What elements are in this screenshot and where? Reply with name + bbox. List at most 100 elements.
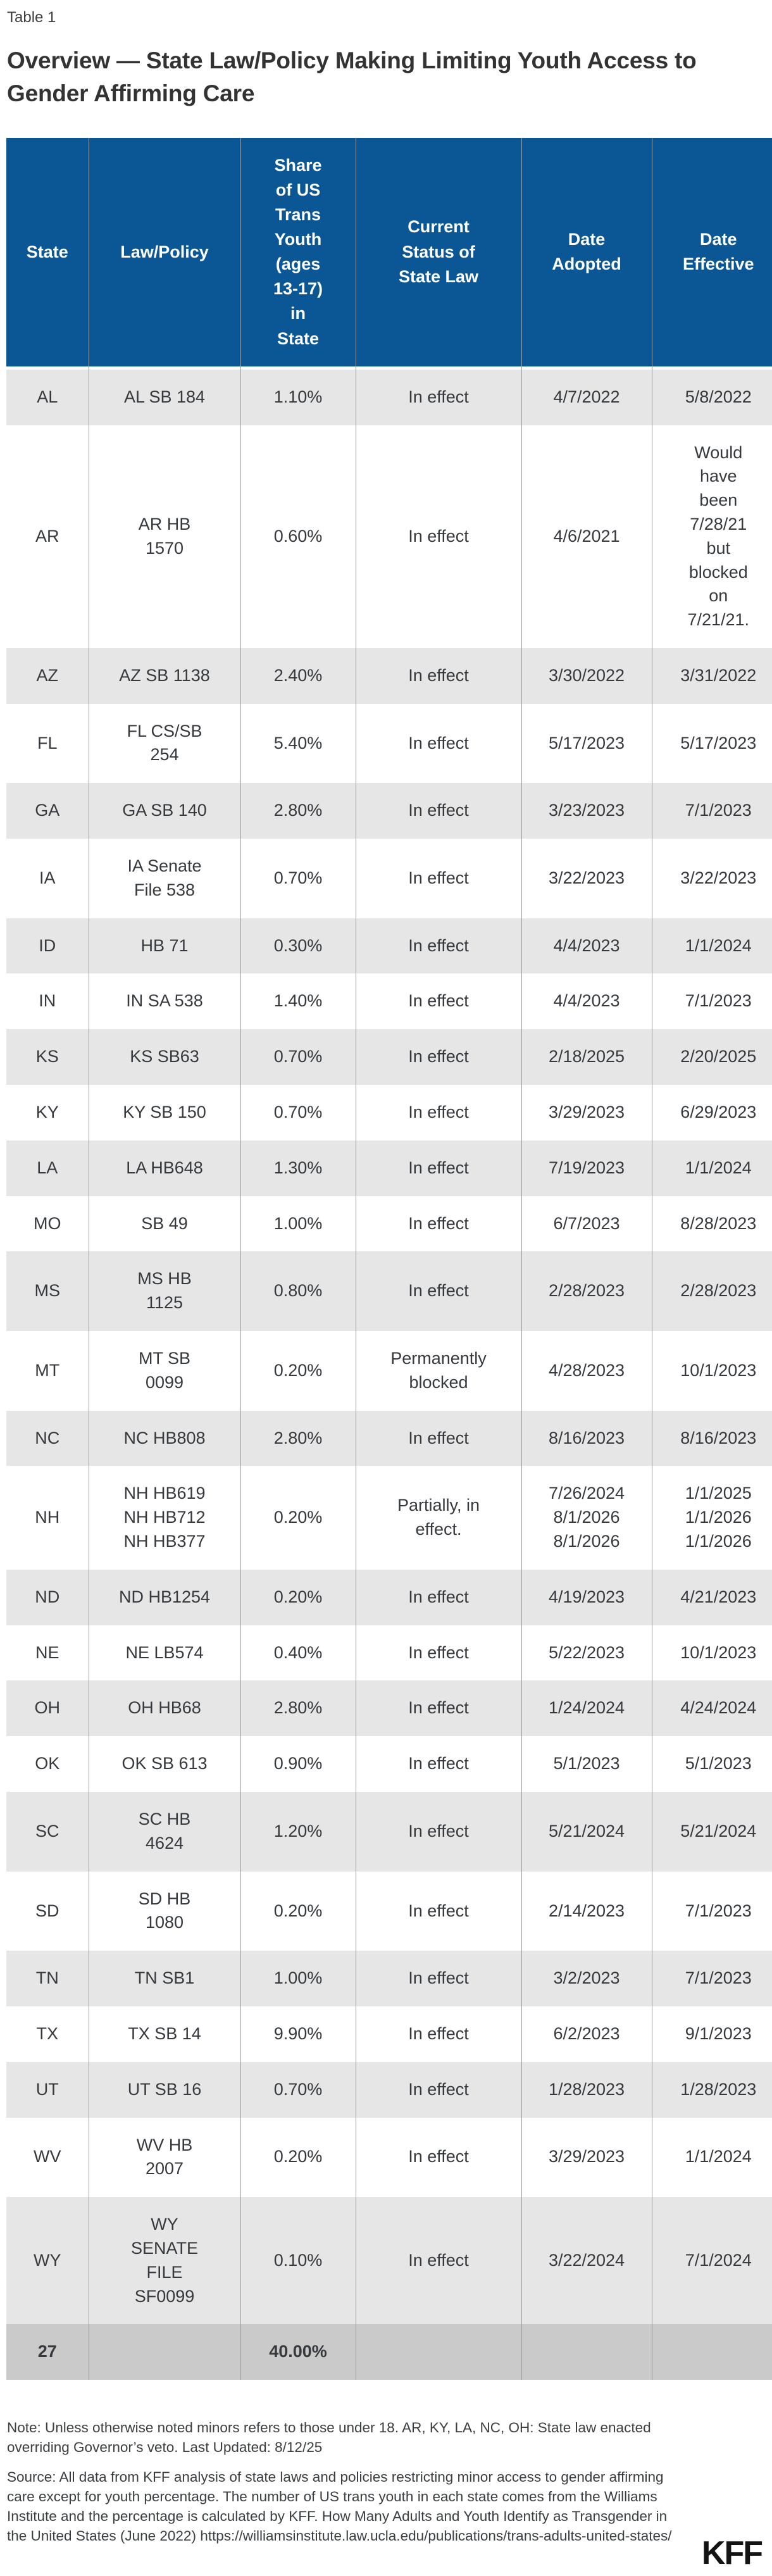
cell-law-policy: FL CS/SB 254 (89, 703, 241, 784)
cell-share: 0.80% (240, 1251, 356, 1332)
cell-date-adopted: 5/1/2023 (521, 1736, 652, 1792)
cell-date-adopted: 3/29/2023 (521, 2117, 652, 2198)
table-row: OH OH HB68 2.80% In effect 1/24/2024 4/2… (6, 1680, 772, 1737)
cell-share: 9.90% (240, 2006, 356, 2062)
cell-share: 0.30% (240, 918, 356, 974)
cell-state: TN (6, 1951, 89, 2006)
cell-date-effective: 7/1/2024 (652, 2197, 772, 2325)
cell-status: In effect (356, 1951, 522, 2006)
cell-state: IA (6, 839, 89, 918)
cell-date-adopted: 1/28/2023 (521, 2061, 652, 2118)
cell-status: In effect (356, 1251, 522, 1332)
cell-law-policy: SC HB 4624 (89, 1792, 241, 1872)
cell-status: In effect (356, 839, 522, 918)
cell-share: 1.40% (240, 973, 356, 1030)
cell-state: SD (6, 1871, 89, 1951)
cell-date-effective: 1/1/2024 (652, 2117, 772, 2198)
cell-date-effective: 10/1/2023 (652, 1331, 772, 1411)
total-status-cell (356, 2324, 522, 2380)
cell-state: AL (6, 369, 89, 425)
cell-date-effective: Would have been 7/28/21 but blocked on 7… (652, 425, 772, 648)
cell-status: In effect (356, 1569, 522, 1625)
cell-state: UT (6, 2061, 89, 2118)
cell-date-adopted: 5/22/2023 (521, 1625, 652, 1681)
cell-law-policy: WY SENATE FILE SF0099 (89, 2197, 241, 2325)
table-row: NE NE LB574 0.40% In effect 5/22/2023 10… (6, 1625, 772, 1681)
table-row: MO SB 49 1.00% In effect 6/7/2023 8/28/2… (6, 1196, 772, 1252)
cell-date-adopted: 4/6/2021 (521, 425, 652, 648)
cell-status: In effect (356, 647, 522, 704)
cell-status: In effect (356, 2006, 522, 2062)
cell-status: In effect (356, 1410, 522, 1466)
cell-date-adopted: 3/30/2022 (521, 647, 652, 704)
cell-state: KY (6, 1085, 89, 1141)
col-header-date-adopted: Date Adopted (521, 137, 652, 366)
cell-date-adopted: 2/28/2023 (521, 1251, 652, 1332)
cell-status: In effect (356, 1736, 522, 1792)
table-row: MS MS HB 1125 0.80% In effect 2/28/2023 … (6, 1251, 772, 1332)
cell-state: IN (6, 973, 89, 1030)
cell-law-policy: AL SB 184 (89, 369, 241, 425)
total-law-cell (89, 2324, 241, 2380)
cell-date-adopted: 3/2/2023 (521, 1951, 652, 2006)
cell-share: 0.10% (240, 2197, 356, 2325)
cell-state: NH (6, 1466, 89, 1570)
col-header-current-status: Current Status of State Law (356, 137, 522, 366)
cell-law-policy: IA Senate File 538 (89, 839, 241, 918)
cell-date-effective: 3/22/2023 (652, 839, 772, 918)
cell-law-policy: KY SB 150 (89, 1085, 241, 1141)
cell-status: In effect (356, 2061, 522, 2118)
cell-status: In effect (356, 1871, 522, 1951)
cell-status: In effect (356, 1196, 522, 1252)
total-effective-cell (652, 2324, 772, 2380)
cell-state: MO (6, 1196, 89, 1252)
cell-share: 0.90% (240, 1736, 356, 1792)
cell-state: OK (6, 1736, 89, 1792)
cell-status: In effect (356, 1680, 522, 1737)
page-title: Overview — State Law/Policy Making Limit… (7, 47, 697, 106)
cell-date-effective: 4/21/2023 (652, 1569, 772, 1625)
cell-law-policy: LA HB648 (89, 1140, 241, 1196)
table-row: NC NC HB808 2.80% In effect 8/16/2023 8/… (6, 1410, 772, 1466)
cell-status: Partially, in effect. (356, 1466, 522, 1570)
cell-law-policy: MT SB 0099 (89, 1331, 241, 1411)
source-text: Source: All data from KFF analysis of st… (7, 2469, 672, 2544)
cell-law-policy: GA SB 140 (89, 783, 241, 839)
cell-status: In effect (356, 703, 522, 784)
cell-law-policy: MS HB 1125 (89, 1251, 241, 1332)
cell-date-effective: 2/20/2025 (652, 1029, 772, 1085)
cell-share: 2.80% (240, 783, 356, 839)
cell-share: 0.70% (240, 2061, 356, 2118)
cell-status: In effect (356, 2197, 522, 2325)
cell-law-policy: AZ SB 1138 (89, 647, 241, 704)
col-header-share-trans-youth: Share of US Trans Youth (ages 13-17) in … (240, 137, 356, 366)
table-row: NH NH HB619 NH HB712 NH HB377 0.20% Part… (6, 1466, 772, 1570)
table-row: GA GA SB 140 2.80% In effect 3/23/2023 7… (6, 783, 772, 839)
cell-date-adopted: 4/4/2023 (521, 973, 652, 1030)
cell-share: 1.10% (240, 369, 356, 425)
table-row: UT UT SB 16 0.70% In effect 1/28/2023 1/… (6, 2061, 772, 2118)
cell-date-effective: 1/1/2024 (652, 918, 772, 974)
note-text: Note: Unless otherwise noted minors refe… (7, 2420, 651, 2456)
total-states-count: 27 (6, 2324, 89, 2380)
cell-date-effective: 5/17/2023 (652, 703, 772, 784)
table-row: AZ AZ SB 1138 2.40% In effect 3/30/2022 … (6, 647, 772, 704)
total-adopted-cell (521, 2324, 652, 2380)
cell-date-effective: 7/1/2023 (652, 973, 772, 1030)
table-number-label: Table 1 (7, 9, 56, 26)
cell-law-policy: HB 71 (89, 918, 241, 974)
cell-date-effective: 4/24/2024 (652, 1680, 772, 1737)
cell-state: FL (6, 703, 89, 784)
table-row: LA LA HB648 1.30% In effect 7/19/2023 1/… (6, 1140, 772, 1196)
cell-law-policy: TN SB1 (89, 1951, 241, 2006)
cell-law-policy: IN SA 538 (89, 973, 241, 1030)
cell-date-adopted: 5/21/2024 (521, 1792, 652, 1872)
cell-law-policy: AR HB 1570 (89, 425, 241, 648)
cell-date-effective: 5/1/2023 (652, 1736, 772, 1792)
cell-law-policy: NE LB574 (89, 1625, 241, 1681)
col-header-state: State (6, 137, 89, 366)
cell-share: 0.60% (240, 425, 356, 648)
table-row: ND ND HB1254 0.20% In effect 4/19/2023 4… (6, 1569, 772, 1625)
cell-share: 0.70% (240, 1085, 356, 1141)
